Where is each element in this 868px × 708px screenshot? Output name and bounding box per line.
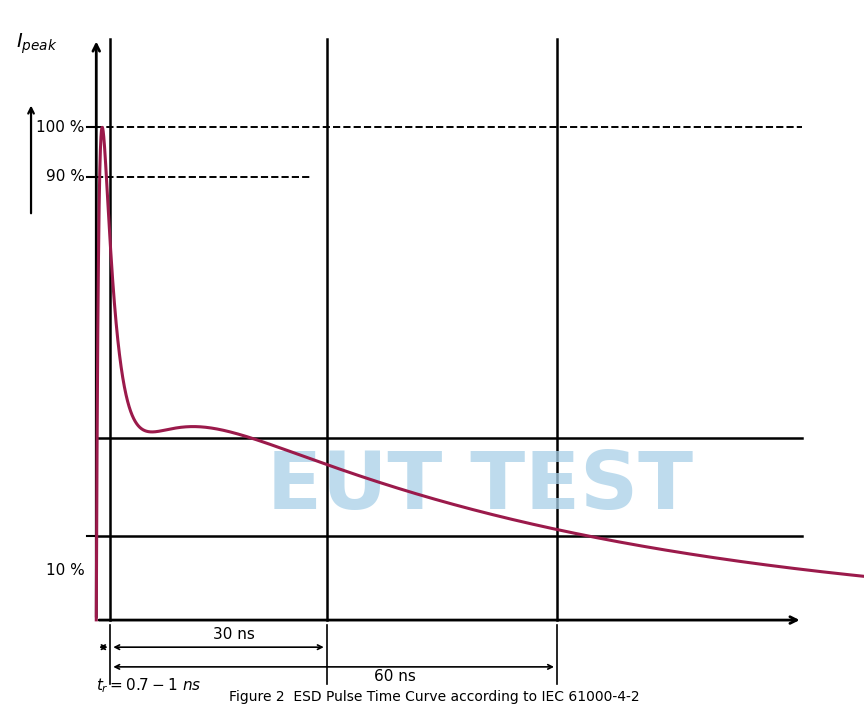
Text: 100 %: 100 %	[36, 120, 85, 135]
Text: 10 %: 10 %	[46, 564, 85, 578]
Text: $I_{peak}$: $I_{peak}$	[16, 31, 57, 56]
Text: 60 ns: 60 ns	[374, 669, 416, 685]
Text: Figure 2  ESD Pulse Time Curve according to IEC 61000-4-2: Figure 2 ESD Pulse Time Curve according …	[228, 690, 640, 704]
Text: 90 %: 90 %	[46, 169, 85, 184]
Text: EUT TEST: EUT TEST	[267, 448, 693, 526]
Text: $t_r = 0.7 - 1\ ns$: $t_r = 0.7 - 1\ ns$	[96, 677, 201, 695]
Text: 30 ns: 30 ns	[213, 627, 255, 642]
